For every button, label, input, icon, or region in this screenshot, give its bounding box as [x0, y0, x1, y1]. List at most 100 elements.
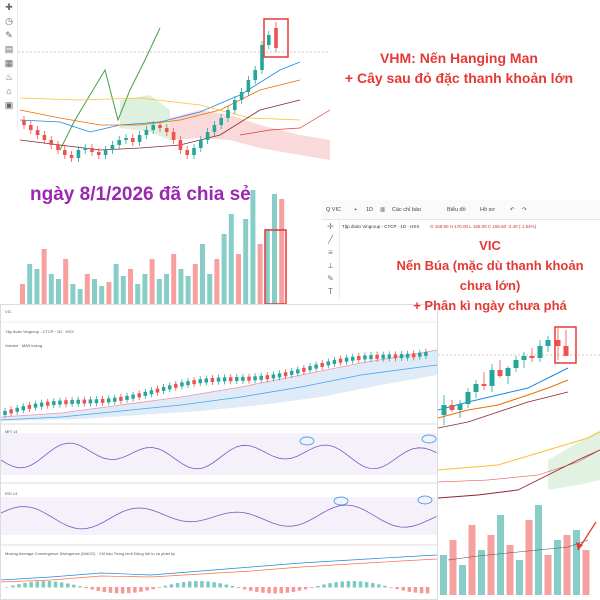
- line-icon[interactable]: ╱: [328, 235, 333, 244]
- candle: [411, 353, 416, 358]
- brush-icon[interactable]: ♨: [4, 72, 14, 82]
- candle: [186, 381, 190, 386]
- candle: [21, 406, 26, 411]
- volume-bar: [106, 282, 112, 304]
- macd-bar: [90, 587, 94, 590]
- text-icon[interactable]: ▦: [4, 58, 14, 68]
- chart-type-button[interactable]: Biểu đồ: [447, 207, 466, 213]
- candle: [308, 366, 312, 371]
- vhm-chart[interactable]: ✚ ◷ ✎ ▤ ▦ ♨ ⌂ ▣: [0, 0, 330, 190]
- vic-volume-bar: [497, 515, 504, 595]
- candle: [178, 140, 183, 150]
- vic-candles: [441, 328, 569, 425]
- redo-icon[interactable]: ↷: [522, 207, 527, 213]
- indicator-button[interactable]: Các chỉ báo: [392, 207, 422, 213]
- macd-bar: [352, 581, 357, 588]
- candle: [131, 394, 135, 399]
- macd-bar: [242, 587, 247, 590]
- volume-bar: [128, 269, 133, 304]
- macd-bar: [407, 587, 412, 592]
- volume-bar: [250, 190, 256, 304]
- macd-bar: [267, 587, 271, 594]
- candle: [155, 388, 160, 393]
- interval-icon[interactable]: 1D: [366, 207, 374, 213]
- candle: [3, 411, 7, 415]
- macd-bar: [47, 581, 52, 588]
- candle: [424, 351, 428, 356]
- candle: [393, 354, 398, 359]
- macd-bar: [273, 587, 277, 594]
- candle: [29, 125, 33, 130]
- macd-bar: [322, 584, 326, 588]
- candle: [289, 370, 294, 375]
- candle: [320, 362, 324, 367]
- volume-bar: [192, 264, 198, 304]
- macd-bar: [5, 587, 9, 588]
- macd-bar: [108, 587, 113, 593]
- candle: [253, 70, 257, 80]
- candle: [357, 355, 361, 360]
- candle: [222, 377, 227, 382]
- candle: [465, 392, 471, 404]
- macd-bar: [261, 587, 265, 593]
- volume-bar: [120, 276, 126, 304]
- crosshair-icon[interactable]: ✛: [327, 222, 334, 231]
- candle: [441, 405, 447, 415]
- candle: [513, 360, 519, 368]
- macd-bar: [279, 587, 283, 594]
- candle: [239, 92, 244, 100]
- candle: [260, 45, 264, 70]
- vic-chart[interactable]: [438, 300, 600, 600]
- volume-bar: [20, 284, 25, 304]
- candle: [457, 404, 463, 410]
- candle: [70, 399, 74, 404]
- vic-full-chart[interactable]: VIC Tập đoàn Vingroup - CTCP · 1D · HSX …: [0, 304, 438, 600]
- magnet-icon[interactable]: ⌂: [6, 86, 12, 96]
- big-symbol[interactable]: VIC: [5, 309, 12, 314]
- brush-icon[interactable]: ✎: [327, 274, 334, 283]
- volume-bar: [41, 249, 47, 304]
- trash-icon[interactable]: ▣: [4, 100, 14, 110]
- vic-price-plot: [438, 326, 600, 595]
- undo-icon[interactable]: ↶: [510, 207, 515, 213]
- macd-bar: [72, 584, 76, 588]
- candle-icon[interactable]: ▥: [380, 207, 386, 213]
- volume-bar: [34, 269, 40, 304]
- pen-icon[interactable]: ✎: [5, 30, 13, 40]
- macd-bar: [303, 587, 308, 590]
- candle: [505, 368, 511, 376]
- fib-icon[interactable]: ≡: [328, 248, 333, 257]
- ruler-icon[interactable]: ▤: [4, 44, 14, 54]
- macd-bar: [17, 584, 21, 588]
- candle: [97, 152, 101, 155]
- vic-annotation-line2: + Phân kì ngày chưa phá: [413, 298, 567, 313]
- candle: [45, 401, 50, 406]
- vhm-annotation-subtitle: + Cây sau đỏ đặc thanh khoản lớn: [344, 70, 574, 86]
- candle: [27, 404, 32, 409]
- macd-bar: [364, 582, 369, 588]
- macd-histogram: [5, 581, 430, 594]
- clock-icon[interactable]: ◷: [5, 16, 13, 26]
- candle: [399, 354, 404, 359]
- vic-symbol-button[interactable]: Q VIC: [326, 207, 341, 213]
- candle: [381, 354, 385, 359]
- candle: [103, 150, 108, 155]
- candle: [110, 145, 115, 150]
- add-icon[interactable]: +: [354, 207, 358, 213]
- vic-volume-bar: [449, 540, 457, 595]
- candle: [22, 120, 26, 125]
- candle: [210, 378, 215, 383]
- candle: [405, 353, 410, 358]
- candle: [88, 399, 93, 404]
- macd-bar: [377, 584, 381, 588]
- plus-icon[interactable]: ✚: [5, 2, 13, 12]
- candle: [228, 377, 233, 382]
- template-button[interactable]: Hồ sơ: [480, 207, 495, 213]
- macd-bar: [114, 587, 119, 594]
- macd-bar: [78, 586, 82, 588]
- volume-bar: [77, 289, 83, 304]
- candle: [271, 374, 276, 379]
- volume-bar: [243, 219, 249, 304]
- pattern-icon[interactable]: ⟂: [327, 261, 334, 270]
- text-icon[interactable]: T: [328, 287, 333, 296]
